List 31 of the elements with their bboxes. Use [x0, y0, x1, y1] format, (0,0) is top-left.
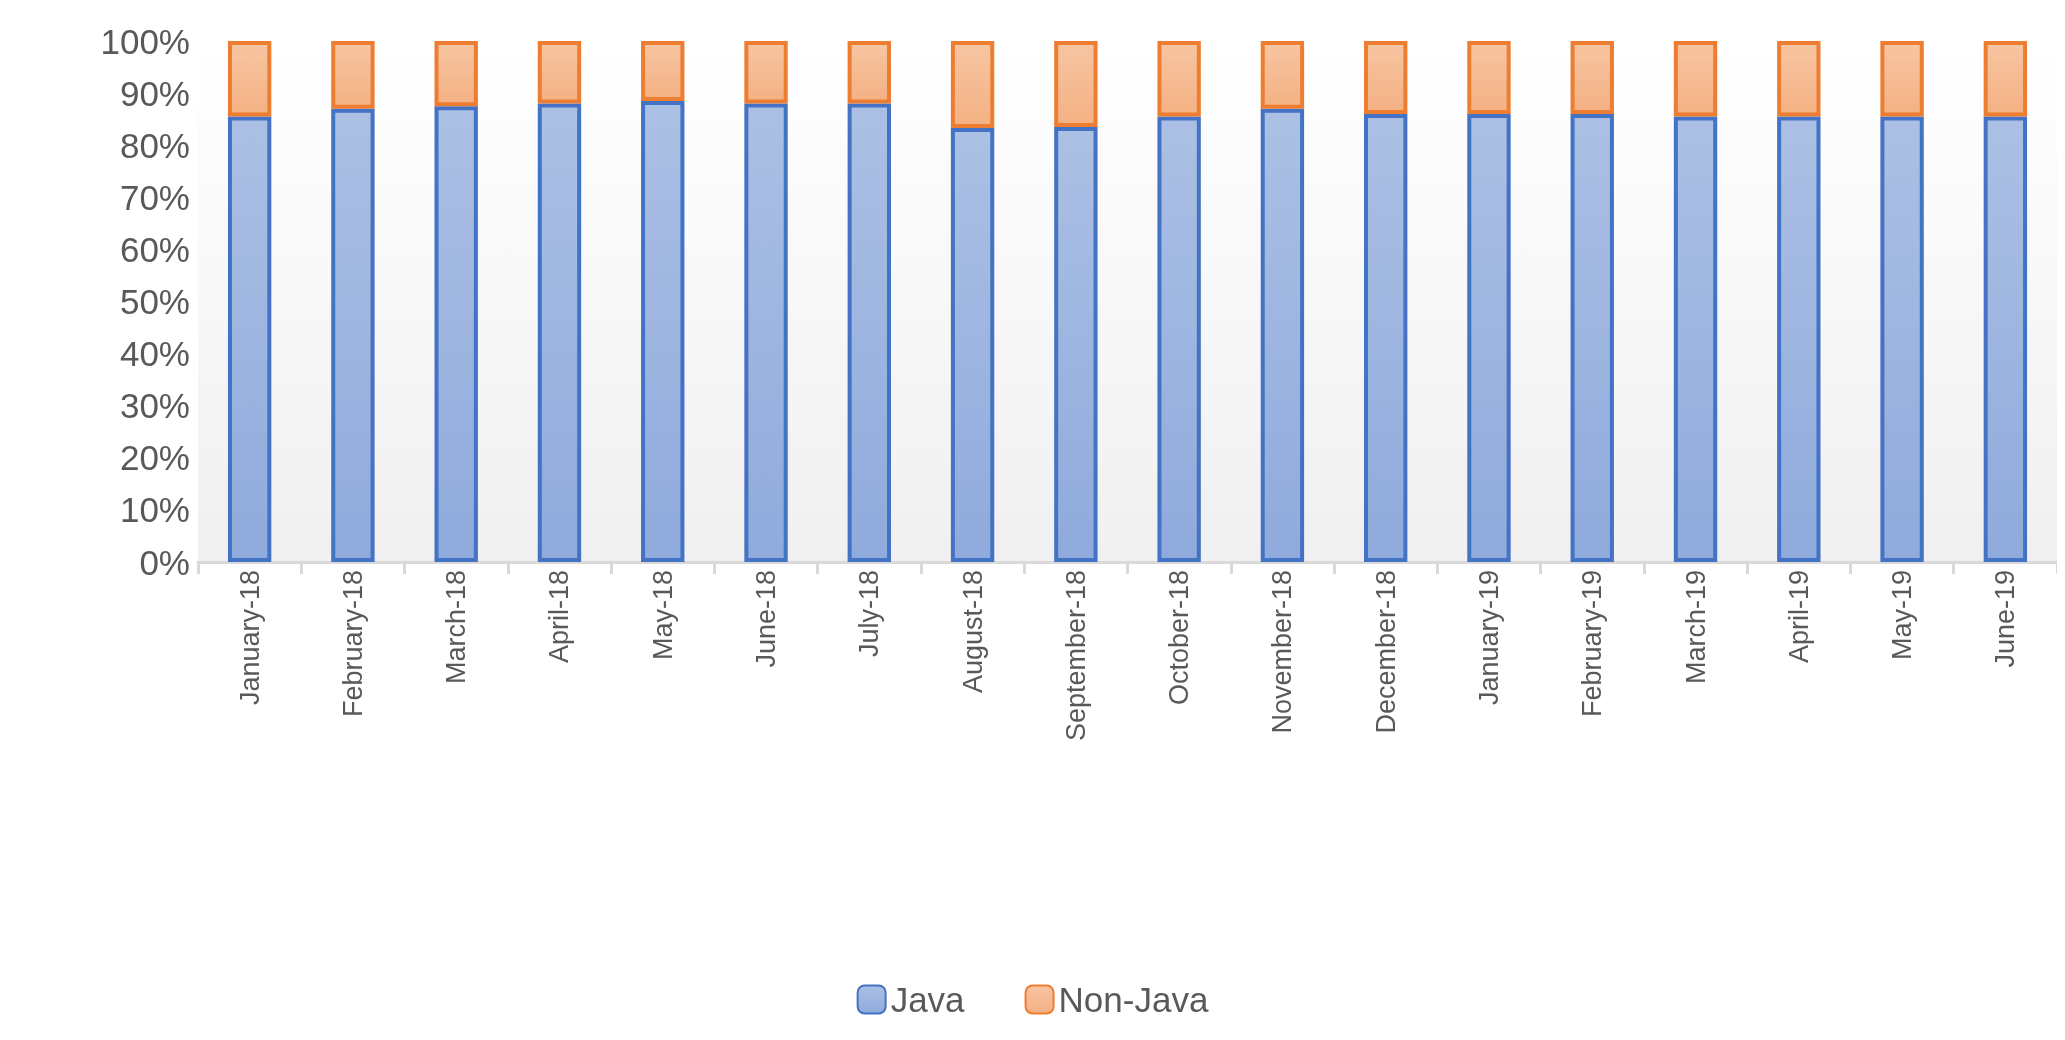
y-tick-label: 60% — [119, 229, 190, 269]
x-tick-label: February-18 — [337, 570, 368, 718]
x-tick-label: June-19 — [1990, 570, 2021, 668]
y-tick-label: 20% — [119, 438, 190, 478]
x-tick-label: January-19 — [1473, 570, 1504, 706]
x-tick-label: April-19 — [1783, 570, 1814, 664]
y-tick-label: 50% — [119, 282, 190, 321]
x-tick-label: December-18 — [1370, 570, 1401, 734]
x-tick-label: November-18 — [1267, 570, 1298, 734]
x-tick-label: February-19 — [1577, 570, 1608, 718]
y-tick-label: 90% — [119, 73, 190, 113]
x-tick-label: April-18 — [544, 570, 575, 664]
x-tick-label: October-18 — [1164, 570, 1195, 706]
y-tick-label: 70% — [119, 177, 190, 217]
x-tick-label: June-18 — [751, 570, 782, 668]
x-tick-label: September-18 — [1060, 570, 1091, 742]
x-tick-label: July-18 — [854, 570, 885, 658]
y-tick-label: 40% — [119, 334, 190, 374]
x-tick-label: May-19 — [1887, 570, 1918, 661]
x-tick-label: March-19 — [1680, 570, 1711, 685]
x-tick-label: March-18 — [441, 570, 472, 685]
y-tick-label: 10% — [119, 490, 190, 530]
y-tick-label: 0% — [139, 542, 190, 582]
x-tick-label: May-18 — [647, 570, 678, 661]
x-tick-label: August-18 — [957, 570, 988, 694]
y-tick-label: 80% — [119, 125, 190, 165]
y-tick-label: 100% — [100, 21, 190, 61]
x-tick-label: January-18 — [234, 570, 265, 706]
legend-label: Java — [890, 980, 966, 1019]
legend-label: Non-Java — [1058, 980, 1209, 1019]
y-tick-label: 30% — [119, 386, 190, 426]
